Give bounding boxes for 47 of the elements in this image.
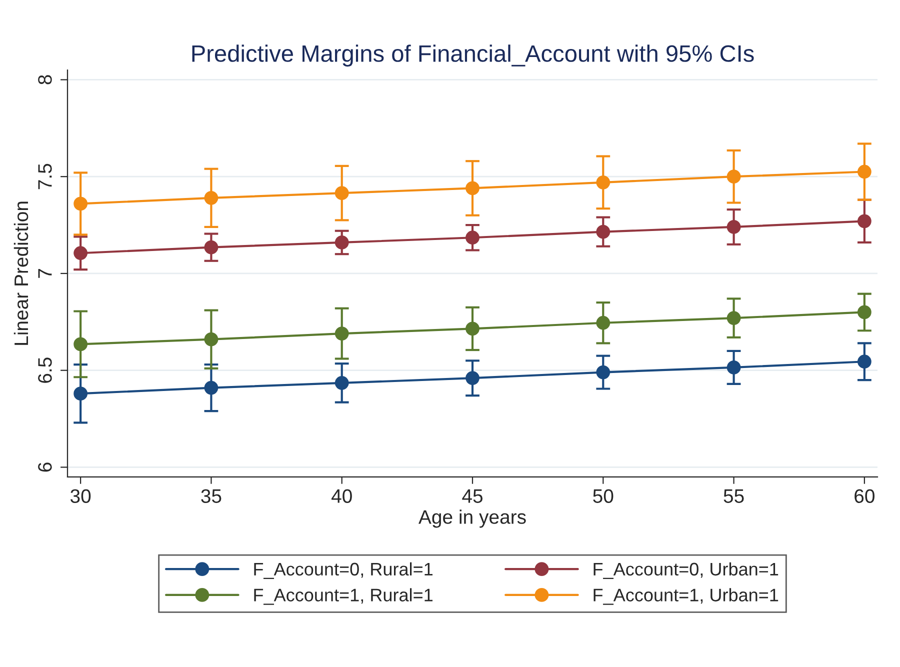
point bbox=[857, 305, 872, 320]
point bbox=[204, 240, 218, 254]
point bbox=[596, 365, 610, 380]
y-tick-label: 7 bbox=[38, 269, 52, 278]
point bbox=[857, 214, 872, 228]
x-tick-label: 55 bbox=[724, 489, 744, 503]
point bbox=[466, 322, 480, 336]
point bbox=[74, 386, 88, 401]
chart-title: Predictive Margins of Financial_Account with 95% CIs bbox=[192, 44, 754, 67]
x-tick-label: 50 bbox=[593, 489, 614, 503]
point bbox=[726, 220, 741, 234]
y-tick-label: 6 bbox=[38, 462, 52, 472]
point bbox=[74, 246, 88, 260]
y-axis-title: Linear Prediction bbox=[14, 202, 28, 345]
x-tick-label: 45 bbox=[462, 489, 482, 503]
point bbox=[857, 354, 872, 369]
point bbox=[204, 190, 218, 205]
point bbox=[334, 376, 349, 390]
x-tick-label: 40 bbox=[331, 489, 352, 503]
y-tick-label: 6.5 bbox=[38, 358, 52, 383]
point bbox=[74, 337, 88, 352]
legend-label: F_Account=1, Urban=1 bbox=[594, 588, 778, 605]
point bbox=[466, 181, 480, 196]
point bbox=[74, 196, 88, 211]
point bbox=[204, 380, 218, 395]
x-axis-title: Age in years bbox=[418, 510, 526, 528]
x-tick-label: 30 bbox=[70, 489, 91, 503]
point bbox=[596, 316, 610, 330]
point bbox=[726, 311, 741, 325]
x-tick-label: 60 bbox=[854, 489, 874, 503]
y-tick-label: 8 bbox=[38, 75, 52, 84]
point bbox=[204, 332, 218, 346]
point bbox=[726, 360, 741, 374]
legend-label: F_Account=0, Urban=1 bbox=[594, 562, 778, 579]
legend-label: F_Account=1, Rural=1 bbox=[254, 588, 432, 605]
point bbox=[334, 236, 349, 250]
point bbox=[334, 186, 349, 200]
point bbox=[466, 230, 480, 245]
point bbox=[726, 170, 741, 184]
point bbox=[596, 224, 610, 239]
point bbox=[596, 175, 610, 190]
point bbox=[334, 326, 349, 340]
legend-label: F_Account=0, Rural=1 bbox=[254, 562, 432, 579]
point bbox=[466, 371, 480, 386]
point bbox=[857, 164, 872, 179]
x-tick-label: 35 bbox=[201, 489, 222, 503]
y-tick-label: 7.5 bbox=[38, 164, 52, 190]
